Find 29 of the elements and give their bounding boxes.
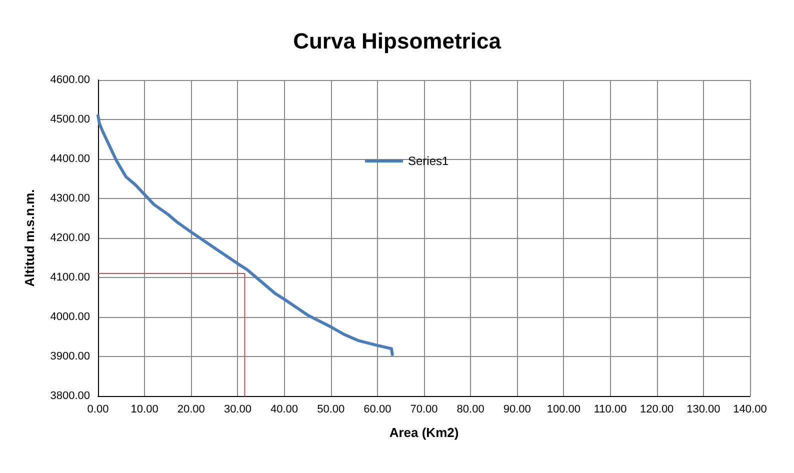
y-tick-label: 4100.00 — [50, 272, 90, 284]
x-tick-label: 140.00 — [733, 404, 767, 416]
x-tick-label: 60.00 — [364, 404, 392, 416]
x-tick-label: 130.00 — [686, 404, 720, 416]
y-axis-title: Altitud m.s.n.m. — [22, 189, 37, 287]
x-tick-label: 0.00 — [87, 404, 109, 416]
line-series — [96, 114, 394, 356]
x-tick-label: 120.00 — [640, 404, 674, 416]
x-tick-label: 30.00 — [224, 404, 252, 416]
x-tick-label: 110.00 — [594, 404, 627, 416]
x-tick-label: 100.00 — [546, 404, 581, 416]
chart-title: Curva Hipsometrica — [293, 28, 502, 54]
x-axis-title: Area (Km2) — [389, 425, 459, 440]
y-tick-label: 4300.00 — [50, 192, 90, 204]
y-tick-label: 4400.00 — [50, 153, 90, 165]
x-tick-label: 40.00 — [270, 404, 298, 416]
x-tick-label: 80.00 — [456, 404, 484, 416]
x-tick-label: 10.00 — [130, 404, 158, 416]
y-tick-label: 3900.00 — [50, 350, 90, 362]
y-tick-label: 4000.00 — [50, 311, 90, 323]
x-tick-label: 70.00 — [410, 404, 438, 416]
x-tick-label: 50.00 — [317, 404, 345, 416]
y-tick-label: 4200.00 — [50, 232, 90, 244]
x-tick-label: 20.00 — [177, 404, 205, 416]
y-tick-label: 4500.00 — [50, 114, 90, 126]
y-tick-label: 4600.00 — [50, 74, 90, 86]
x-tick-label: 90.00 — [503, 404, 531, 416]
legend-label: Series1 — [408, 154, 450, 168]
y-tick-label: 3800.00 — [50, 390, 90, 402]
